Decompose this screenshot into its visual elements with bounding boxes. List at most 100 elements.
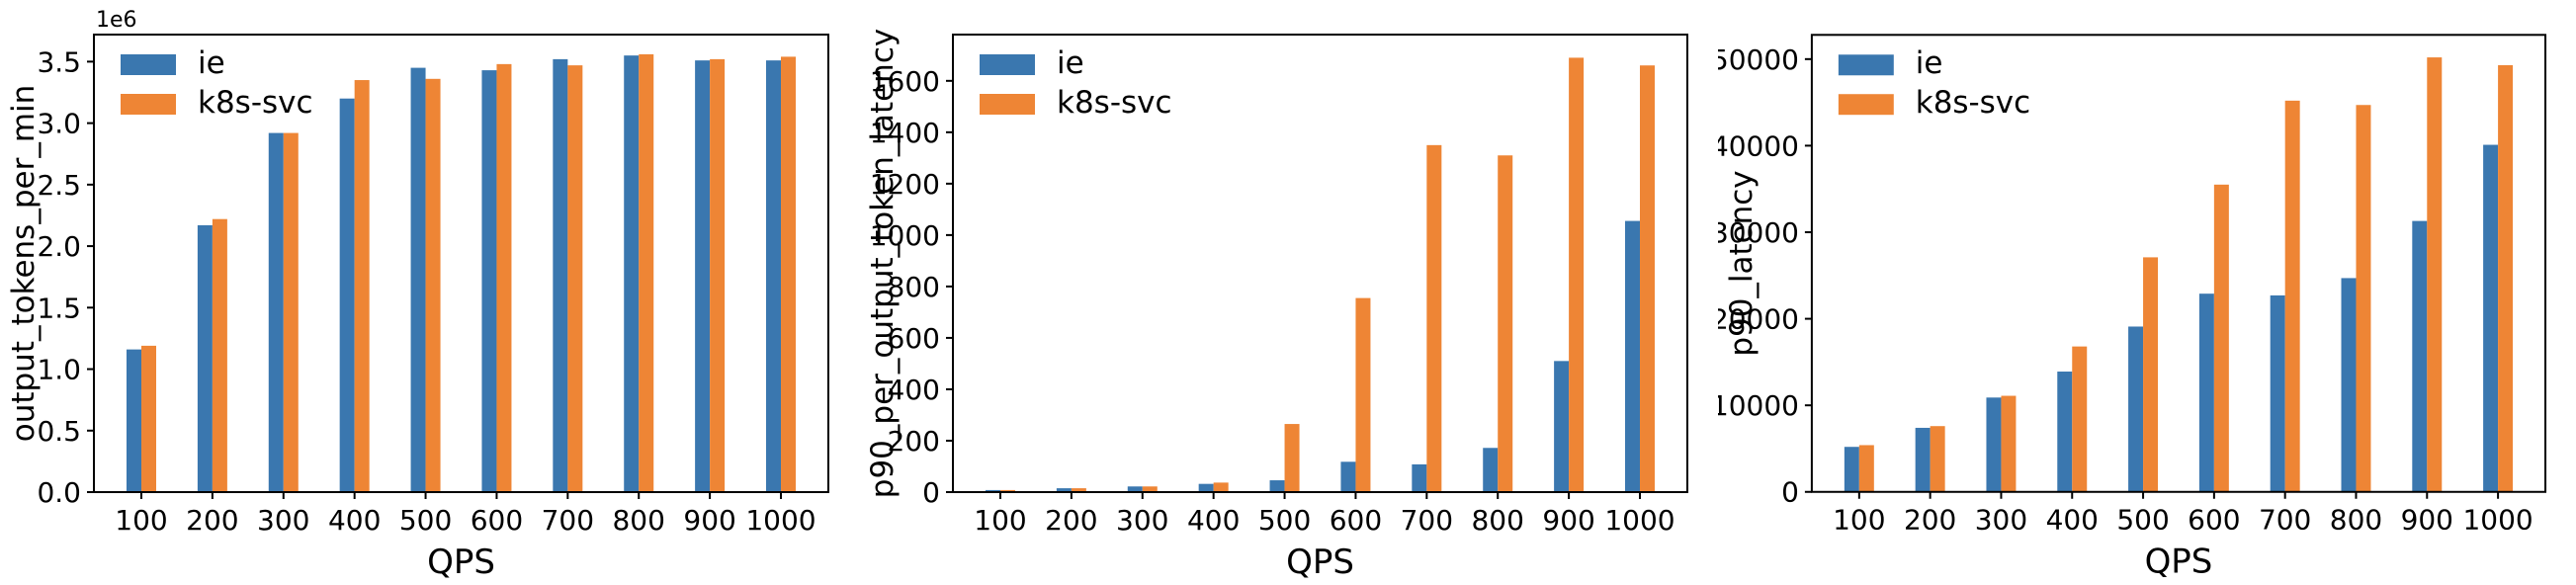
plot-border — [952, 34, 1688, 493]
bar-k8s-svc-600 — [2213, 184, 2229, 492]
bar-ie-300 — [1127, 486, 1143, 492]
chart-p90-per-output-token-latency-svg: 0 200 400 600 800 1000 1200 1400 1600 100 200 300 40… — [865, 29, 1688, 582]
bar-k8s-svc-700 — [1426, 144, 1442, 492]
chart-output-tokens-per-min-svg: 0.0 0.5 1.0 1.5 2.0 2.5 3.0 3.5 100 200 300 400 500 6… — [6, 8, 829, 582]
bar-k8s-svc-800 — [639, 53, 654, 493]
bar-k8s-svc-900 — [2427, 57, 2443, 492]
bar-k8s-svc-300 — [1142, 486, 1158, 492]
bar-ie-300 — [268, 132, 284, 492]
x-tick-label: 100 — [974, 504, 1026, 537]
plot-border — [1810, 34, 2547, 493]
y-tick-label: 600 — [888, 322, 940, 355]
y-tick-label: 0.5 — [37, 415, 81, 448]
y-tick-label: 1000 — [870, 219, 940, 252]
x-tick-label: 200 — [1045, 504, 1097, 537]
bar-ie-200 — [1915, 427, 1931, 492]
x-axis-label: QPS — [1286, 543, 1354, 582]
y-tick-label: 0 — [922, 476, 940, 509]
bar-ie-500 — [410, 67, 426, 493]
bar-k8s-svc-700 — [2284, 100, 2300, 492]
x-tick-label: 900 — [2401, 504, 2453, 537]
bar-k8s-svc-200 — [1930, 426, 1945, 492]
bar-k8s-svc-400 — [354, 80, 370, 492]
plot-border — [93, 34, 829, 493]
x-tick-label: 800 — [612, 504, 664, 537]
y-tick-label: 2.0 — [37, 230, 81, 263]
x-tick-label: 500 — [1258, 504, 1311, 537]
x-axis-label: QPS — [2145, 543, 2213, 582]
x-tick-label: 700 — [2259, 504, 2311, 537]
bar-k8s-svc-600 — [1355, 297, 1371, 492]
y-tick-label: 400 — [888, 374, 940, 406]
bar-k8s-svc-100 — [1858, 445, 1874, 492]
y-tick-label: 3.5 — [37, 45, 81, 78]
x-tick-label: 900 — [1542, 504, 1594, 537]
bar-k8s-svc-400 — [2072, 346, 2088, 492]
bar-ie-900 — [2412, 220, 2428, 492]
x-tick-label: 700 — [542, 504, 594, 537]
x-tick-label: 1000 — [2463, 504, 2533, 537]
bar-ie-200 — [1056, 488, 1072, 492]
x-tick-label: 100 — [1833, 504, 1885, 537]
y-tick-label: 50000 — [1718, 43, 1799, 76]
bar-ie-1000 — [766, 60, 781, 493]
x-tick-label: 300 — [1116, 504, 1168, 537]
x-tick-label: 700 — [1401, 504, 1453, 537]
bar-ie-500 — [2128, 326, 2144, 492]
bar-ie-1000 — [1625, 220, 1640, 492]
bar-ie-500 — [1269, 480, 1285, 492]
y-tick-label: 200 — [888, 425, 940, 458]
y-tick-label: 20000 — [1718, 303, 1799, 336]
bar-k8s-svc-900 — [1569, 57, 1585, 493]
bar-k8s-svc-600 — [496, 63, 512, 492]
bar-ie-800 — [2341, 278, 2357, 492]
bar-ie-100 — [986, 489, 1000, 492]
bar-ie-400 — [339, 98, 355, 492]
bar-ie-700 — [2270, 294, 2285, 492]
bar-ie-900 — [695, 60, 711, 493]
x-tick-label: 600 — [471, 504, 523, 537]
bar-ie-400 — [1198, 483, 1214, 492]
bar-k8s-svc-500 — [2143, 257, 2159, 492]
bar-ie-600 — [2198, 293, 2214, 492]
legend-label-k8s-svc: k8s-svc — [198, 85, 313, 121]
bar-ie-600 — [481, 70, 497, 492]
y-tick-label: 2.5 — [37, 169, 81, 202]
bar-ie-600 — [1340, 461, 1356, 492]
legend-label-ie: ie — [1916, 45, 1943, 81]
y-tick-label: 40000 — [1718, 129, 1799, 162]
x-tick-label: 300 — [257, 504, 309, 537]
x-tick-label: 900 — [683, 504, 735, 537]
y-axis-offset-text: 1e6 — [96, 8, 137, 33]
x-tick-label: 800 — [2330, 504, 2382, 537]
chart-p90-latency: 0 10000 20000 30000 40000 50000 100 200 300 400 50… — [1718, 0, 2576, 585]
y-tick-label: 1200 — [870, 168, 940, 201]
bar-k8s-svc-300 — [283, 132, 299, 492]
x-tick-label: 400 — [2046, 504, 2099, 537]
bar-ie-100 — [127, 349, 141, 492]
y-axis-label: output_tokens_per_min — [6, 85, 42, 443]
chart-p90-per-output-token-latency: 0 200 400 600 800 1000 1200 1400 1600 100 200 300 40… — [859, 0, 1718, 585]
bar-ie-100 — [1844, 447, 1859, 492]
bar-k8s-svc-200 — [1071, 488, 1086, 492]
y-tick-label: 1400 — [870, 117, 940, 149]
y-tick-label: 3.0 — [37, 108, 81, 140]
x-tick-label: 500 — [399, 504, 452, 537]
bar-k8s-svc-1000 — [2498, 64, 2514, 492]
x-tick-label: 600 — [1330, 504, 1382, 537]
x-tick-label: 200 — [186, 504, 238, 537]
legend-swatch-ie — [980, 54, 1035, 75]
bar-k8s-svc-400 — [1213, 482, 1229, 492]
chart-p90-latency-svg: 0 10000 20000 30000 40000 50000 100 200 300 400 50… — [1718, 34, 2547, 582]
y-tick-label: 1.0 — [37, 354, 81, 386]
legend-label-ie: ie — [198, 45, 225, 81]
x-tick-label: 1000 — [745, 504, 816, 537]
x-tick-label: 400 — [1187, 504, 1240, 537]
bar-ie-700 — [1412, 463, 1427, 492]
y-axis-label: p90_per_output_token_latency — [865, 29, 901, 498]
bar-ie-400 — [2057, 372, 2073, 492]
y-tick-label: 0.0 — [37, 476, 81, 509]
bar-k8s-svc-900 — [710, 58, 726, 493]
bar-ie-200 — [197, 224, 213, 492]
